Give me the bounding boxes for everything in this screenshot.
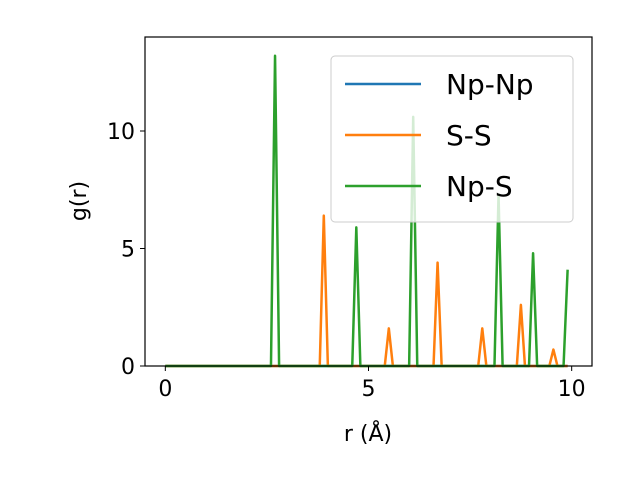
legend-label: Np-S xyxy=(446,170,513,203)
x-tick-label: 0 xyxy=(158,377,172,402)
legend-label: Np-Np xyxy=(446,68,534,101)
x-tick-label: 5 xyxy=(362,377,376,402)
legend: Np-Np S-S Np-S xyxy=(330,55,574,223)
x-axis-label: r (Å) xyxy=(344,420,392,447)
y-tick-label: 0 xyxy=(121,355,135,380)
series-line-np-s xyxy=(165,54,569,368)
y-tick-label: 10 xyxy=(107,120,135,145)
legend-box xyxy=(330,55,574,223)
y-axis-label: g(r) xyxy=(67,181,92,221)
y-tick-label: 5 xyxy=(121,238,135,263)
x-axis: 0 5 10 xyxy=(158,366,586,402)
legend-label: S-S xyxy=(446,119,492,152)
x-tick-label: 10 xyxy=(558,377,586,402)
y-axis: 0 5 10 xyxy=(107,120,145,380)
